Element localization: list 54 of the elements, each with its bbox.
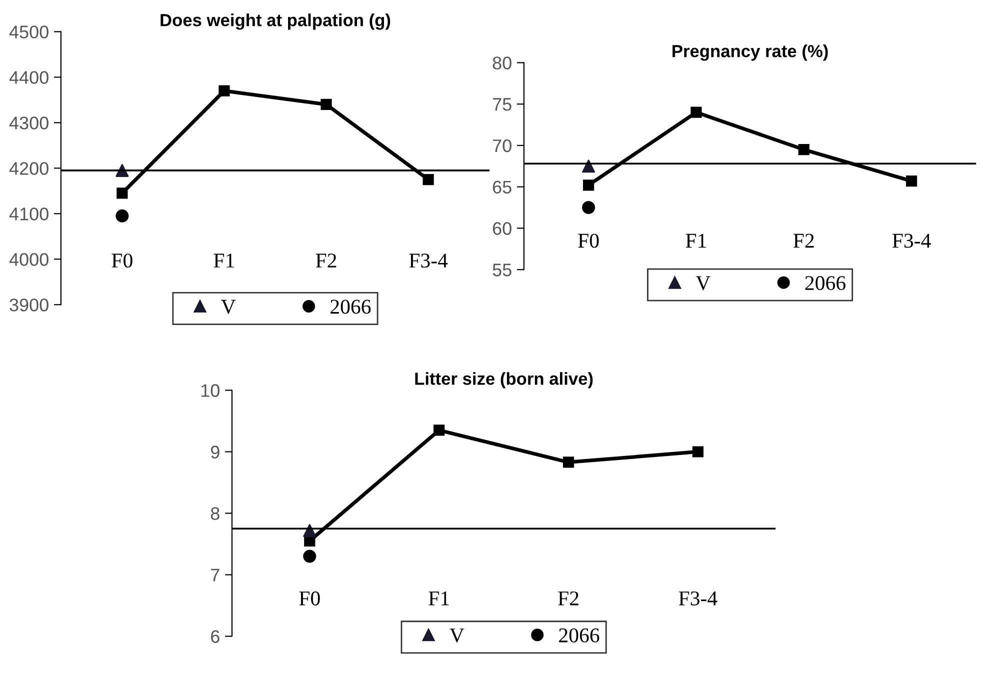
x-tick-label: F1	[686, 234, 706, 248]
point	[116, 188, 128, 199]
y-tick-label: 4100	[9, 208, 48, 220]
point	[582, 160, 596, 173]
legend-label: 2066	[559, 628, 600, 642]
point	[690, 106, 702, 118]
legend-label: 2066	[330, 300, 371, 314]
legend-label: V	[221, 300, 236, 314]
y-tick-label: 70	[492, 139, 512, 152]
y-tick-label: 60	[492, 222, 512, 235]
point	[422, 174, 434, 186]
x-tick-label: F3-4	[409, 254, 448, 268]
x-tick-label: F0	[112, 254, 132, 268]
legend-label: 2066	[805, 276, 846, 290]
x-tick-label: F1	[214, 254, 234, 268]
y-tick-label: 4500	[9, 26, 48, 38]
chart-title: Litter size (born alive)	[415, 372, 593, 388]
x-tick-label: F0	[578, 234, 599, 248]
legend-label: V	[696, 276, 710, 290]
y-tick-label: 6	[211, 630, 220, 643]
x-tick-label: F0	[299, 591, 320, 606]
point	[562, 456, 574, 468]
point	[582, 180, 594, 191]
chart-title: Pregnancy rate (%)	[672, 44, 828, 61]
x-tick-label: F3-4	[678, 591, 718, 606]
y-tick-label: 80	[492, 56, 512, 70]
point	[906, 175, 918, 187]
y-tick-label: 55	[492, 264, 512, 276]
y-tick-label: 10	[201, 384, 220, 397]
point	[320, 98, 332, 110]
point	[582, 201, 596, 214]
y-tick-label: 8	[210, 507, 220, 520]
legend-label: V	[450, 628, 464, 643]
point	[303, 550, 316, 563]
point	[798, 144, 810, 156]
point	[116, 209, 129, 222]
x-tick-label: F2	[316, 254, 336, 268]
y-tick-label: 7	[211, 568, 220, 582]
x-tick-label: F2	[793, 234, 814, 248]
x-tick-label: F2	[558, 591, 578, 606]
y-tick-label: 4400	[9, 71, 48, 84]
x-tick-label: F1	[428, 591, 449, 606]
y-tick-label: 3900	[10, 298, 48, 312]
y-tick-label: 4200	[9, 162, 48, 175]
y-tick-label: 9	[210, 446, 220, 458]
y-tick-label: 4000	[9, 253, 48, 266]
chart-title: Does weight at palpation (g)	[160, 14, 390, 30]
y-tick-label: 65	[492, 180, 512, 194]
y-tick-label: 75	[492, 98, 512, 111]
point	[434, 424, 445, 436]
y-tick-label: 4300	[9, 116, 48, 130]
point	[218, 85, 230, 96]
point	[692, 446, 704, 458]
x-tick-label: F3-4	[892, 234, 931, 248]
